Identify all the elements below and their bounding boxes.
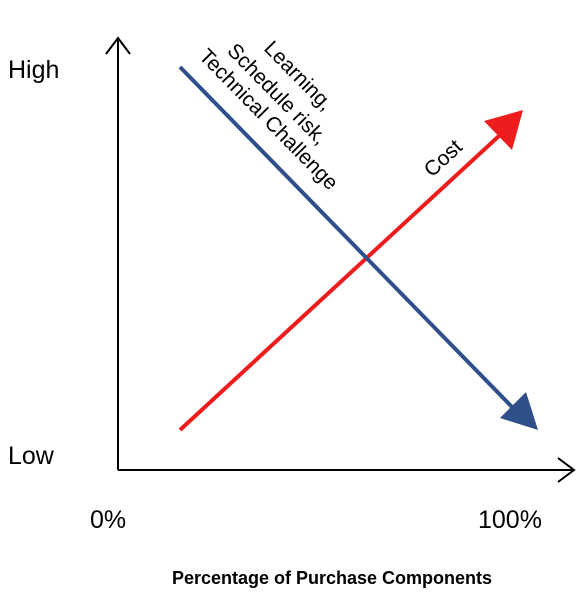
x-start-label: 0% xyxy=(90,506,126,534)
cost-arrow xyxy=(484,110,523,150)
x-end-label: 100% xyxy=(478,506,542,534)
y-low-label: Low xyxy=(8,442,55,470)
learning-label: Learning, Schedule risk, Technical Chall… xyxy=(194,37,342,195)
cost-label: Cost xyxy=(420,135,467,181)
y-axis-arrow xyxy=(105,36,131,55)
x-axis-title: Percentage of Purchase Components xyxy=(172,568,492,588)
learning-line xyxy=(178,65,517,412)
x-axis-arrow xyxy=(557,457,576,483)
label-line: Technical Challenge xyxy=(194,45,342,195)
learning-arrow xyxy=(500,392,538,430)
y-high-label: High xyxy=(8,56,59,84)
cost-line xyxy=(178,133,502,432)
